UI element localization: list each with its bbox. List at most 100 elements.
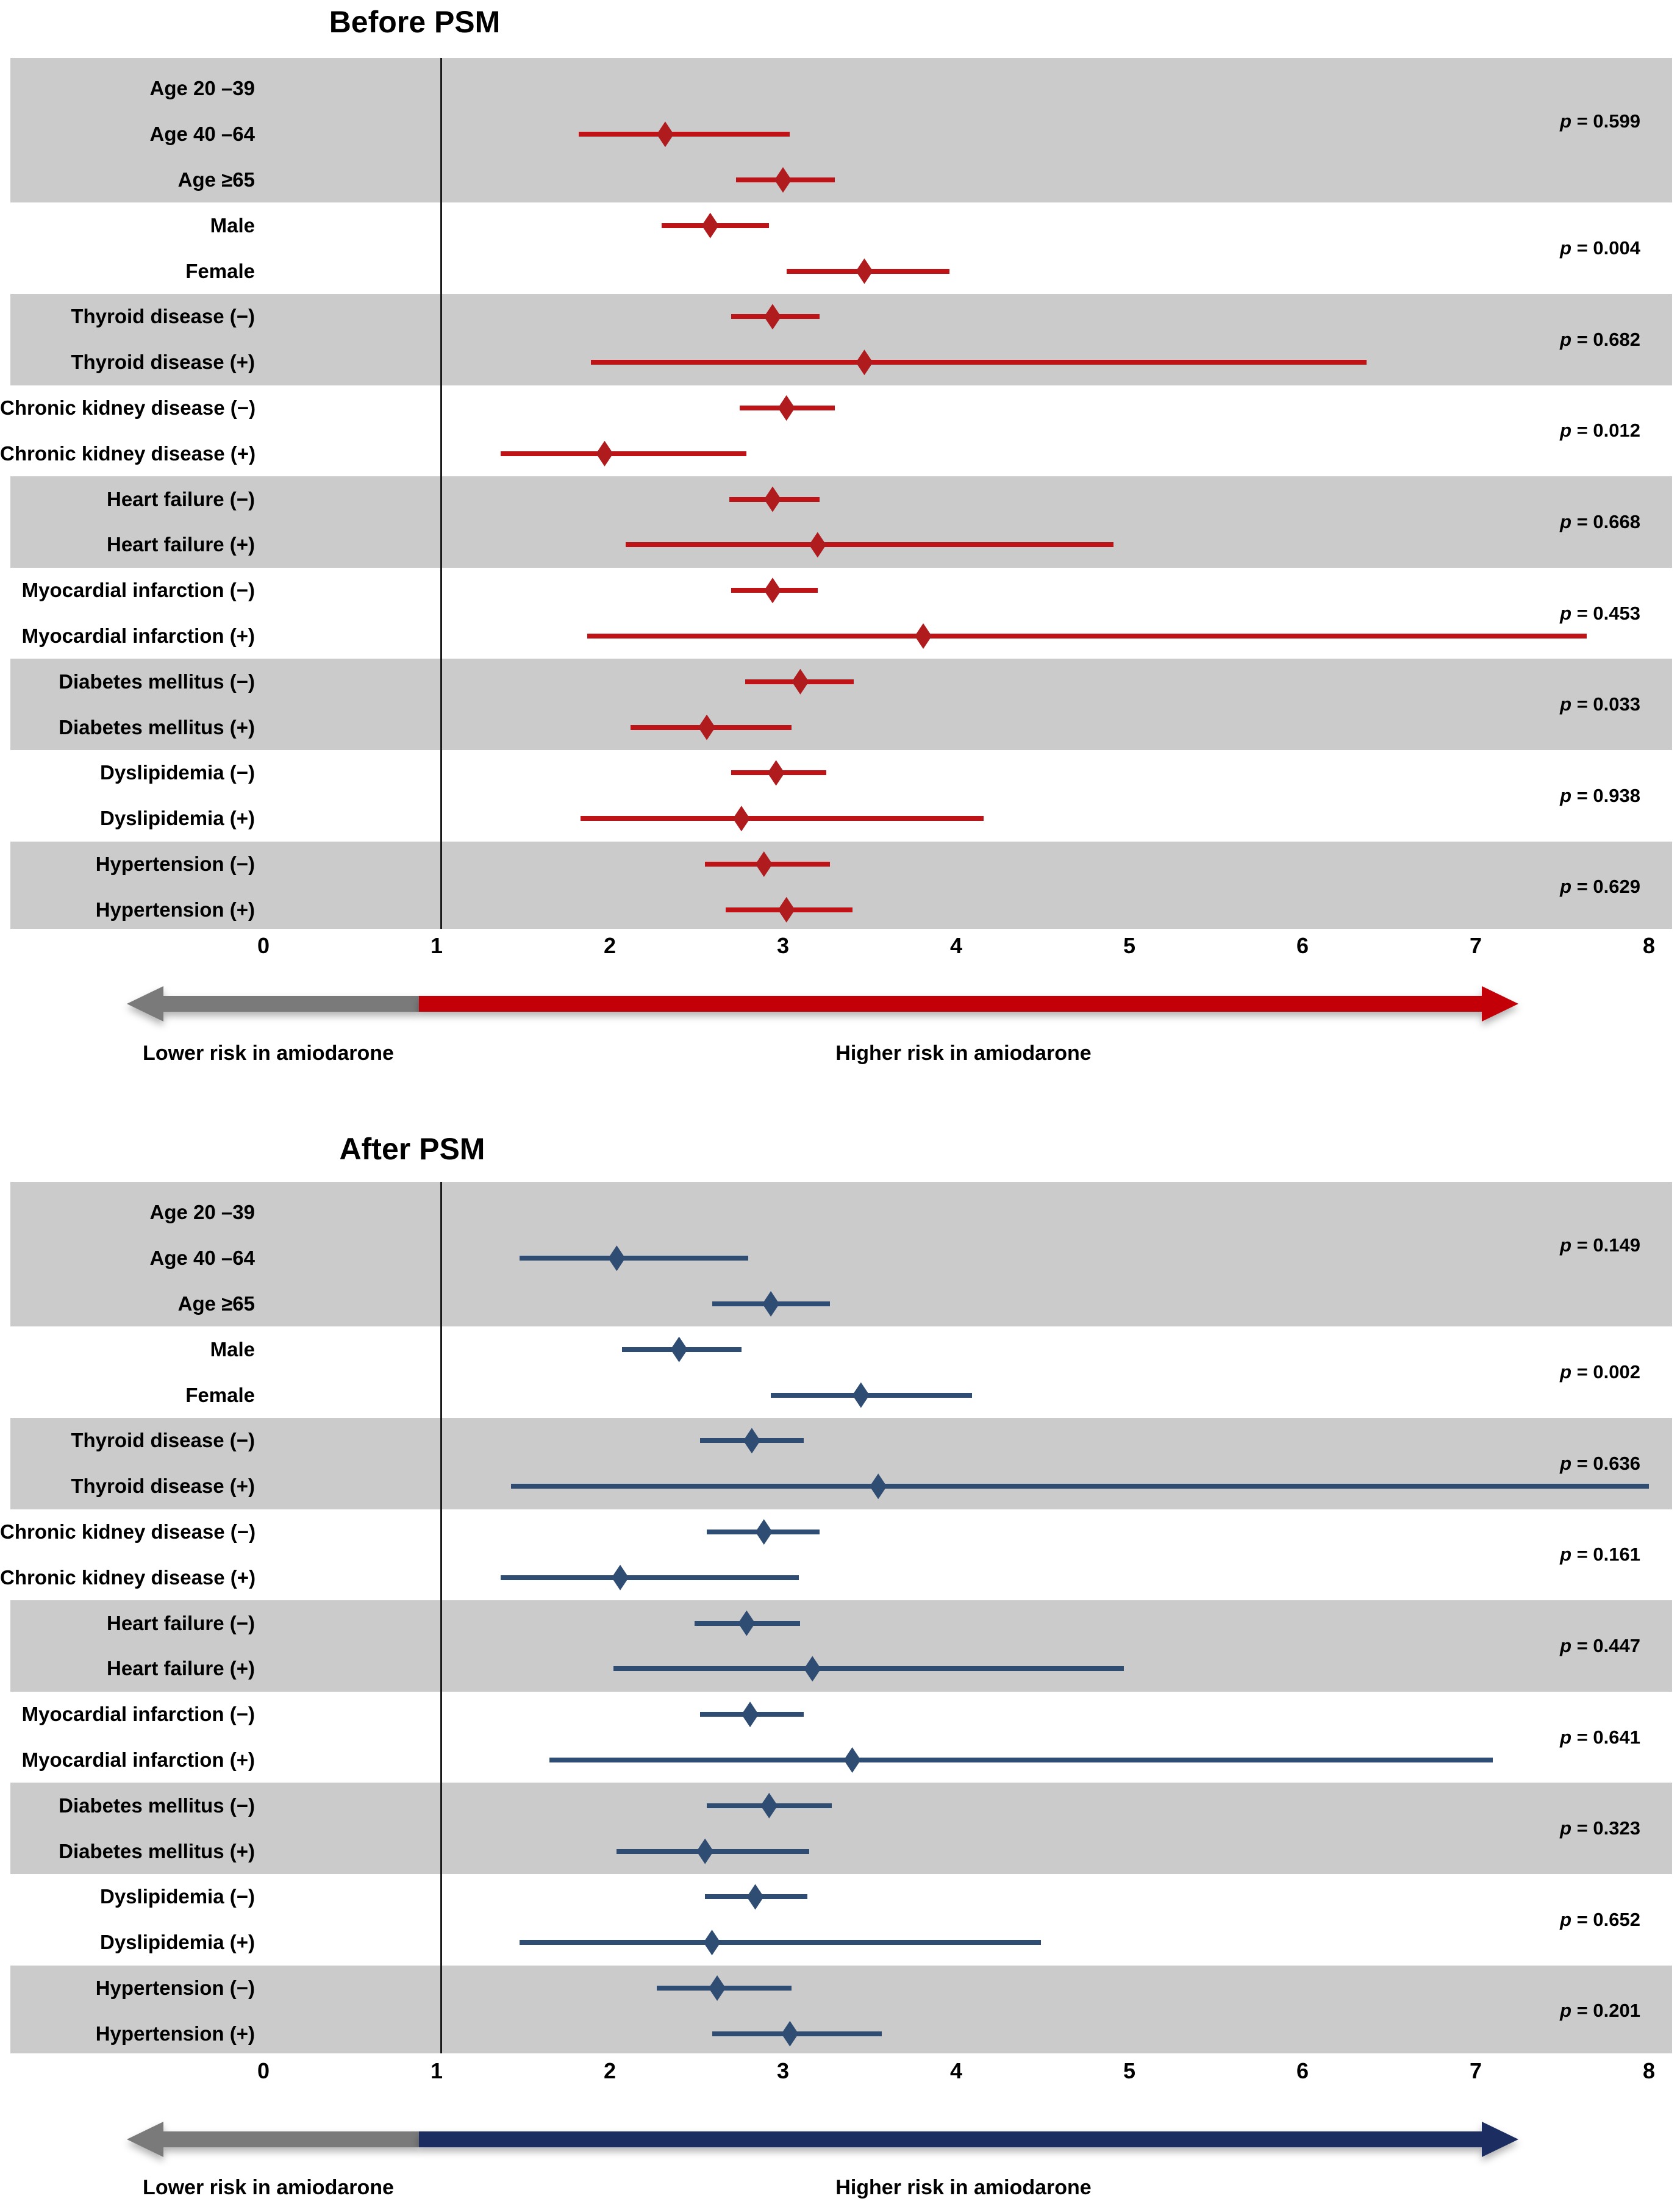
group-band (10, 1600, 1672, 1692)
p-value: p = 0.012 (0, 418, 1640, 443)
arrow-bar-right (419, 2131, 1483, 2147)
p-symbol: p (1560, 876, 1572, 898)
p-value: p = 0.668 (0, 509, 1640, 535)
p-value: p = 0.641 (0, 1725, 1640, 1750)
row-label: Myocardial infarction (−) (21, 1703, 255, 1726)
p-value-text: = 0.161 (1571, 1544, 1640, 1565)
row-label: Myocardial infarction (−) (21, 579, 255, 602)
row-label: Diabetes mellitus (−) (59, 1794, 255, 1817)
row-label: Diabetes mellitus (+) (59, 715, 255, 739)
p-value: p = 0.599 (0, 109, 1640, 134)
p-value: p = 0.629 (0, 874, 1640, 900)
p-symbol: p (1560, 1544, 1572, 1565)
group-band (10, 476, 1672, 568)
p-value: p = 0.447 (0, 1633, 1640, 1659)
p-value-text: = 0.033 (1571, 693, 1640, 715)
row-label: Thyroid disease (−) (71, 305, 255, 328)
p-value-text: = 0.636 (1571, 1452, 1640, 1474)
row-label: Chronic kidney disease (−) (0, 1520, 256, 1543)
p-value-text: = 0.682 (1571, 328, 1640, 350)
row-label: Chronic kidney disease (+) (0, 442, 256, 465)
ci-line (613, 1666, 1124, 1672)
p-symbol: p (1560, 237, 1572, 259)
p-symbol: p (1560, 1234, 1572, 1256)
p-value-text: = 0.323 (1571, 1817, 1640, 1839)
p-symbol: p (1560, 1361, 1572, 1383)
p-symbol: p (1560, 1908, 1572, 1930)
row-label: Age 20 –39 (149, 77, 255, 100)
p-symbol: p (1560, 328, 1572, 350)
p-value-text: = 0.599 (1571, 110, 1640, 132)
reference-line (440, 58, 442, 929)
p-symbol: p (1560, 693, 1572, 715)
row-label: Female (185, 259, 255, 282)
row-label: Dyslipidemia (−) (100, 761, 255, 784)
ci-line (590, 360, 1367, 365)
row-label: Thyroid disease (+) (71, 351, 255, 374)
group-band (10, 567, 1672, 659)
row-label: Thyroid disease (+) (71, 1475, 255, 1498)
axis-tick-label: 2 (603, 2058, 617, 2083)
ci-line (587, 634, 1587, 639)
p-symbol: p (1560, 784, 1572, 806)
panel-title-before-psm: Before PSM (329, 5, 501, 39)
p-value: p = 0.652 (0, 1907, 1640, 1933)
group-band (10, 294, 1672, 385)
axis-tick-label: 7 (1469, 2058, 1482, 2083)
ci-line (625, 542, 1114, 548)
group-band (10, 1874, 1672, 1966)
group-band (10, 1965, 1672, 2053)
p-value-text: = 0.447 (1571, 1635, 1640, 1656)
row-label: Hypertension (−) (95, 1977, 255, 1999)
p-value: p = 0.033 (0, 692, 1640, 717)
panel-title-after-psm: After PSM (339, 1132, 485, 1166)
row-label: Myocardial infarction (+) (21, 1748, 255, 1771)
lower-risk-label: Lower risk in amiodarone (143, 2176, 394, 2199)
axis-tick-label: 5 (1123, 933, 1136, 958)
group-band (10, 202, 1672, 294)
axis-tick-label: 5 (1123, 2058, 1136, 2083)
row-label: Dyslipidemia (−) (100, 1885, 255, 1908)
ci-line (511, 1484, 1649, 1489)
arrow-bar-right (419, 996, 1483, 1012)
row-label: Male (210, 213, 255, 237)
arrow-bar-left (162, 2131, 419, 2147)
group-band (10, 750, 1672, 842)
p-value-text: = 0.668 (1571, 511, 1640, 532)
p-value: p = 0.004 (0, 235, 1640, 261)
p-symbol: p (1560, 1452, 1572, 1474)
ci-line (580, 816, 984, 821)
arrow-head-left (127, 2122, 163, 2157)
ci-line (771, 1392, 972, 1398)
row-label: Chronic kidney disease (+) (0, 1565, 256, 1589)
p-value-text: = 0.149 (1571, 1234, 1640, 1256)
ci-line (549, 1758, 1493, 1762)
p-value: p = 0.161 (0, 1542, 1640, 1567)
row-label: Hypertension (+) (95, 898, 255, 921)
higher-risk-label: Higher risk in amiodarone (835, 2176, 1092, 2199)
p-value: p = 0.682 (0, 327, 1640, 352)
row-label: Heart failure (−) (107, 1611, 255, 1634)
p-value-text: = 0.012 (1571, 420, 1640, 442)
group-band (10, 58, 1672, 203)
axis-tick-label: 4 (949, 933, 963, 958)
p-value: p = 0.002 (0, 1359, 1640, 1385)
axis-tick-label: 2 (603, 933, 617, 958)
row-label: Chronic kidney disease (−) (0, 396, 256, 419)
p-value: p = 0.938 (0, 783, 1640, 809)
row-label: Age 40 –64 (149, 1247, 255, 1270)
group-band (10, 659, 1672, 750)
p-value-text: = 0.453 (1571, 602, 1640, 624)
row-label: Dyslipidemia (+) (100, 1931, 255, 1954)
row-label: Age ≥65 (177, 168, 255, 191)
p-symbol: p (1560, 1726, 1572, 1748)
axis-tick-label: 3 (776, 933, 790, 958)
p-value-text: = 0.938 (1571, 784, 1640, 806)
arrow-head-right (1482, 2122, 1518, 2157)
ci-line (520, 1256, 749, 1261)
row-label: Diabetes mellitus (−) (59, 670, 255, 693)
group-band (10, 385, 1672, 477)
p-value-text: = 0.652 (1571, 1908, 1640, 1930)
row-label: Age 40 –64 (149, 123, 255, 146)
